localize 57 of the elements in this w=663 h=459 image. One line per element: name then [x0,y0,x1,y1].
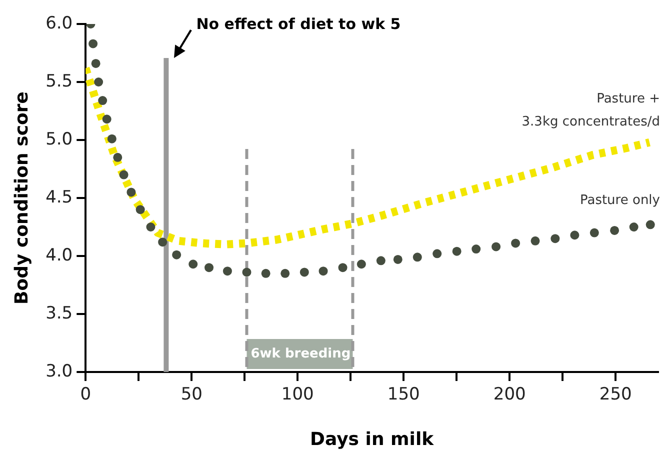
point [530,236,540,246]
y-tick-label: 3.0 [46,361,73,382]
y-tick-label: 4.5 [46,187,73,208]
point [452,246,462,256]
point [119,170,128,180]
y-tick-label: 3.5 [46,303,73,324]
point [646,220,655,230]
y-tick-label: 5.5 [46,71,73,92]
point [261,268,270,278]
x-tick-label: 100 [281,384,314,405]
point [393,254,402,264]
point [113,152,122,162]
point [472,244,481,254]
point [610,226,620,235]
point [242,268,252,277]
point [492,242,501,252]
point [318,266,328,276]
point [126,188,136,197]
point [629,222,638,232]
point [204,263,214,272]
series-label: Pasture only [580,193,660,208]
point [172,250,182,260]
y-tick-label: 4.0 [46,245,73,266]
x-tick-label: 50 [180,384,202,405]
point [570,230,580,240]
band-label: 6wk breeding [250,346,351,362]
series-label: Pasture + 3.3kg concentrates/d [522,92,660,130]
x-axis-title: Days in milk [310,428,435,450]
x-tick-label: 250 [599,384,632,405]
point [94,78,104,86]
annotation: No effect of diet to wk 5 [196,14,401,33]
point [107,134,116,144]
point [412,252,422,262]
point [91,58,100,68]
point [98,96,108,106]
point [88,39,98,48]
point [511,238,520,248]
point [280,268,290,278]
point [158,238,168,247]
x-tick-label: 150 [387,384,420,405]
point [188,260,198,269]
point [356,260,366,269]
y-tick-label: 5.0 [46,129,73,150]
x-tick-label: 200 [493,384,526,405]
point [102,114,112,124]
point [432,249,442,258]
point [590,228,599,238]
point [136,205,145,214]
point [222,266,232,276]
y-tick-label: 6.0 [46,13,73,34]
point [338,263,348,272]
point [550,234,560,244]
point [376,256,386,266]
x-tick-label: 0 [80,384,92,405]
point [300,268,309,277]
point [146,222,156,232]
y-axis-title: Body condition score [11,92,32,304]
